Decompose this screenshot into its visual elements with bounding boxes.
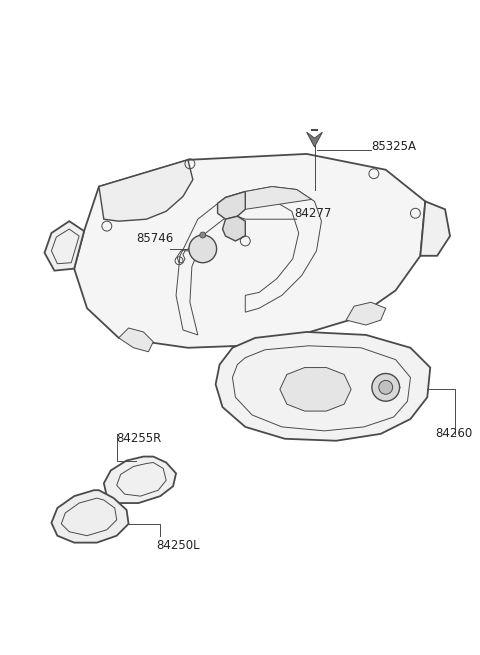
Text: 85325A: 85325A [371, 140, 416, 153]
Polygon shape [74, 154, 425, 348]
Polygon shape [51, 490, 129, 542]
Text: 85746: 85746 [136, 233, 174, 246]
Circle shape [372, 373, 399, 401]
Polygon shape [420, 201, 450, 256]
Text: 84277: 84277 [295, 207, 332, 220]
Polygon shape [216, 332, 430, 441]
Polygon shape [45, 221, 84, 271]
Text: 84260: 84260 [435, 427, 472, 440]
Polygon shape [217, 191, 245, 219]
Polygon shape [223, 216, 245, 241]
Polygon shape [280, 367, 351, 411]
Polygon shape [104, 457, 176, 503]
Circle shape [379, 381, 393, 394]
Text: 84250L: 84250L [156, 539, 200, 552]
Circle shape [200, 232, 206, 238]
Polygon shape [346, 302, 386, 325]
Polygon shape [226, 187, 312, 216]
Polygon shape [119, 328, 153, 352]
Circle shape [189, 235, 216, 263]
Polygon shape [307, 132, 323, 147]
Polygon shape [99, 160, 193, 221]
Text: 84255R: 84255R [117, 432, 162, 445]
